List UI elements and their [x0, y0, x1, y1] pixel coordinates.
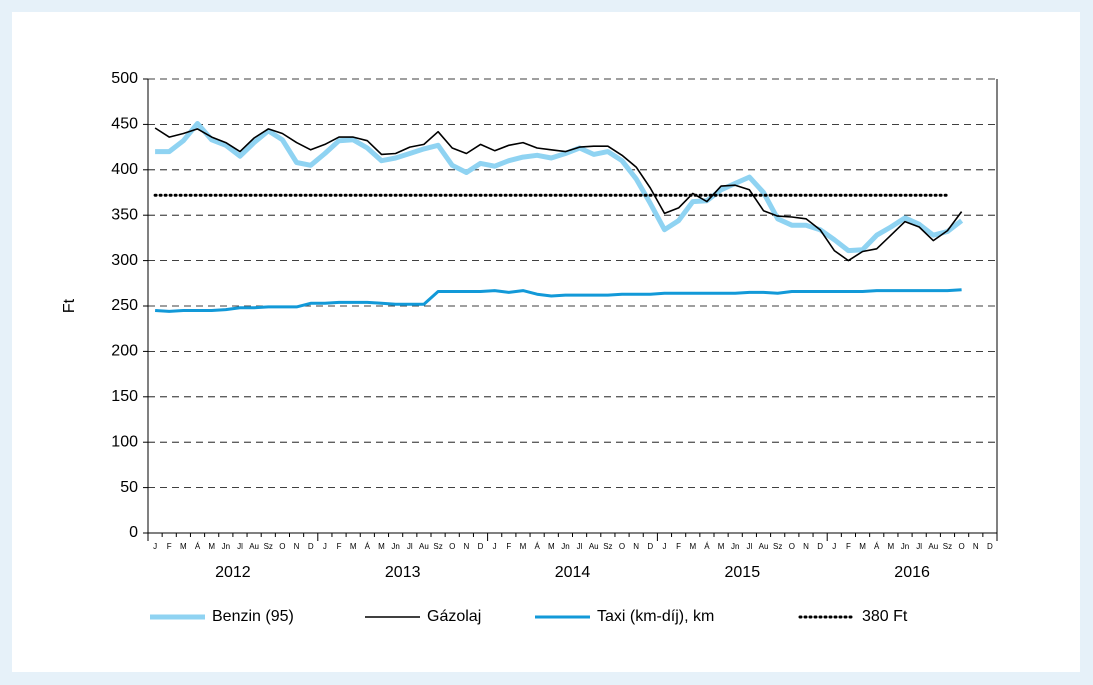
x-tick-label: F — [676, 542, 681, 551]
x-tick-label: Á — [534, 542, 540, 551]
y-tick-label: 400 — [111, 161, 138, 178]
year-label: 2013 — [385, 564, 421, 581]
y-tick-label: 0 — [129, 524, 138, 541]
x-tick-label: J — [832, 542, 836, 551]
legend-label: Gázolaj — [427, 608, 481, 625]
y-tick-label: 150 — [111, 388, 138, 405]
legend-label: Taxi (km-díj), km — [597, 608, 714, 625]
x-tick-label: D — [647, 542, 653, 551]
x-tick-label: Jl — [237, 542, 243, 551]
x-tick-label: O — [619, 542, 625, 551]
x-tick-label: Au — [759, 542, 769, 551]
x-tick-label: Au — [419, 542, 429, 551]
x-tick-label: N — [463, 542, 469, 551]
y-tick-label: 50 — [120, 479, 138, 496]
x-tick-label: M — [718, 542, 725, 551]
x-tick-label: Jl — [916, 542, 922, 551]
x-tick-label: J — [493, 542, 497, 551]
x-tick-label: O — [789, 542, 795, 551]
y-tick-label: 200 — [111, 343, 138, 360]
x-tick-label: Jn — [561, 542, 569, 551]
x-tick-label: M — [689, 542, 696, 551]
x-tick-label: M — [208, 542, 215, 551]
y-tick-label: 500 — [111, 70, 138, 87]
x-tick-label: O — [959, 542, 965, 551]
y-tick-label: 100 — [111, 433, 138, 450]
x-tick-label: N — [633, 542, 639, 551]
x-tick-label: J — [153, 542, 157, 551]
x-tick-label: F — [846, 542, 851, 551]
x-tick-label: Sz — [773, 542, 782, 551]
x-tick-label: M — [888, 542, 895, 551]
y-axis-label: Ft — [61, 298, 78, 313]
x-tick-label: Á — [874, 542, 880, 551]
x-tick-label: O — [449, 542, 455, 551]
x-tick-label: Au — [589, 542, 599, 551]
year-label: 2012 — [215, 564, 251, 581]
x-tick-label: M — [520, 542, 527, 551]
x-tick-label: Sz — [433, 542, 442, 551]
series-line — [154, 127, 963, 262]
x-tick-label: N — [803, 542, 809, 551]
x-tick-label: Jn — [391, 542, 399, 551]
x-tick-label: Jn — [901, 542, 909, 551]
x-tick-label: N — [973, 542, 979, 551]
x-tick-label: F — [167, 542, 172, 551]
x-tick-label: M — [180, 542, 187, 551]
x-tick-label: J — [323, 542, 327, 551]
y-tick-label: 350 — [111, 206, 138, 223]
x-tick-label: Á — [704, 542, 710, 551]
year-label: 2016 — [894, 564, 930, 581]
year-label: 2014 — [555, 564, 591, 581]
y-tick-label: 450 — [111, 116, 138, 133]
chart-panel — [12, 12, 1080, 672]
x-tick-label: M — [859, 542, 866, 551]
x-tick-label: J — [662, 542, 666, 551]
x-tick-label: Jn — [731, 542, 739, 551]
legend-label: 380 Ft — [862, 608, 908, 625]
series-line — [155, 121, 964, 254]
x-tick-label: Jl — [577, 542, 583, 551]
x-tick-label: D — [817, 542, 823, 551]
y-tick-label: 300 — [111, 252, 138, 269]
x-tick-label: N — [294, 542, 300, 551]
x-tick-label: D — [308, 542, 314, 551]
x-tick-label: O — [279, 542, 285, 551]
x-tick-label: F — [337, 542, 342, 551]
x-tick-label: M — [548, 542, 555, 551]
legend-label: Benzin (95) — [212, 608, 294, 625]
x-tick-label: Au — [928, 542, 938, 551]
x-tick-label: Sz — [603, 542, 612, 551]
x-tick-label: Au — [249, 542, 259, 551]
series-line — [155, 288, 962, 313]
x-tick-label: M — [378, 542, 385, 551]
x-tick-label: M — [350, 542, 357, 551]
x-tick-label: Á — [365, 542, 371, 551]
year-label: 2015 — [725, 564, 761, 581]
x-tick-label: Jl — [746, 542, 752, 551]
x-tick-label: F — [506, 542, 511, 551]
x-tick-label: Jn — [222, 542, 230, 551]
x-tick-label: D — [478, 542, 484, 551]
x-tick-label: Jl — [407, 542, 413, 551]
x-tick-label: Sz — [943, 542, 952, 551]
y-tick-label: 250 — [111, 297, 138, 314]
x-tick-label: Á — [195, 542, 201, 551]
x-tick-label: Sz — [264, 542, 273, 551]
x-tick-label: D — [987, 542, 993, 551]
